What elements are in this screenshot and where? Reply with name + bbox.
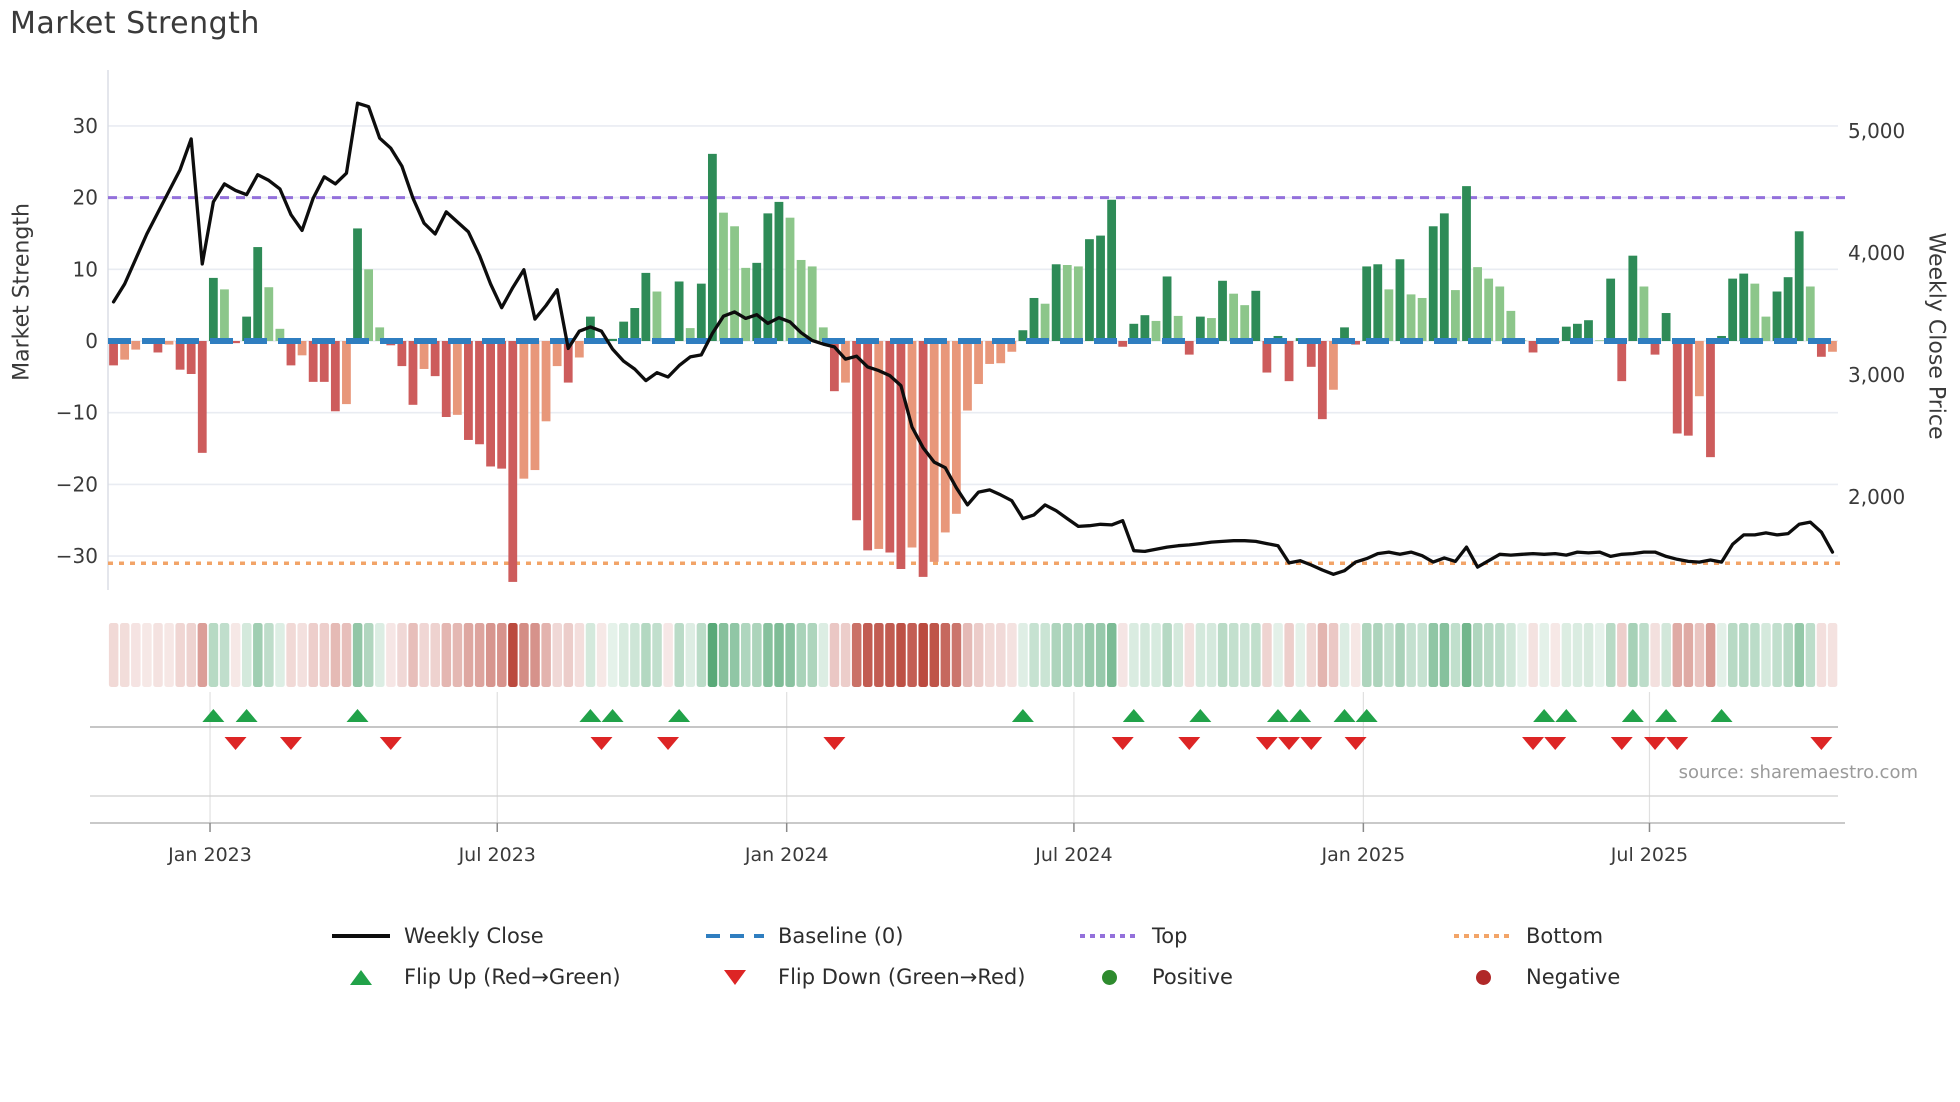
- flip-marker-panel: [90, 692, 1838, 823]
- svg-text:30: 30: [73, 114, 98, 138]
- svg-text:−30: −30: [56, 544, 98, 568]
- flip-up-triangle-icon: [330, 969, 392, 985]
- svg-text:−10: −10: [56, 401, 98, 425]
- svg-text:20: 20: [73, 186, 98, 210]
- x-axis: Jan 2023 Jul 2023 Jan 2024 Jul 2024 Jan 2025…: [90, 822, 1845, 866]
- chart-legend: Weekly Close Baseline (0) Top Bottom Fli…: [330, 920, 1826, 993]
- legend-item-flip-up: Flip Up (Red→Green): [330, 961, 704, 993]
- legend-label: Top: [1152, 924, 1188, 948]
- baseline-dash-icon: [704, 934, 766, 938]
- svg-text:3,000: 3,000: [1848, 363, 1905, 387]
- left-axis-title: Market Strength: [9, 203, 35, 381]
- flip-down-triangle-icon: [704, 969, 766, 985]
- svg-text:Jan 2024: Jan 2024: [744, 844, 829, 866]
- svg-text:Jul 2023: Jul 2023: [458, 844, 536, 866]
- svg-text:Jul 2024: Jul 2024: [1034, 844, 1112, 866]
- legend-item-weekly-close: Weekly Close: [330, 920, 704, 952]
- weekly-close-line-icon: [330, 934, 392, 938]
- negative-dot-icon: [1452, 969, 1514, 985]
- legend-label: Positive: [1152, 965, 1233, 989]
- svg-text:Jul 2025: Jul 2025: [1610, 844, 1688, 866]
- bottom-dotted-icon: [1452, 934, 1514, 938]
- legend-label: Bottom: [1526, 924, 1604, 948]
- legend-item-positive: Positive: [1078, 961, 1452, 993]
- legend-label: Baseline (0): [778, 924, 904, 948]
- legend-label: Negative: [1526, 965, 1621, 989]
- legend-item-top: Top: [1078, 920, 1452, 952]
- strength-heatmap: [108, 623, 1838, 687]
- strength-bars: [109, 153, 1837, 582]
- svg-text:Jan 2025: Jan 2025: [1321, 844, 1406, 866]
- legend-item-bottom: Bottom: [1452, 920, 1826, 952]
- svg-text:4,000: 4,000: [1848, 241, 1905, 265]
- flip-up-markers: [202, 709, 1733, 722]
- legend-label: Weekly Close: [404, 924, 544, 948]
- legend-item-negative: Negative: [1452, 961, 1826, 993]
- svg-text:10: 10: [73, 257, 98, 281]
- svg-text:5,000: 5,000: [1848, 119, 1905, 143]
- legend-item-flip-down: Flip Down (Green→Red): [704, 961, 1078, 993]
- svg-text:Jan 2023: Jan 2023: [167, 844, 252, 866]
- page-title: Market Strength: [10, 6, 260, 41]
- axis-tick-labels: 30 20 10 0 −10 −20 −30 5,000 4,000 3,000 2,000: [56, 114, 1905, 568]
- legend-label: Flip Up (Red→Green): [404, 965, 621, 989]
- legend-item-baseline: Baseline (0): [704, 920, 1078, 952]
- source-credit: source: sharemaestro.com: [1678, 762, 1918, 783]
- flip-down-markers: [224, 737, 1833, 750]
- positive-dot-icon: [1078, 969, 1140, 985]
- svg-text:0: 0: [85, 329, 98, 353]
- right-axis-title: Weekly Close Price: [1923, 232, 1949, 440]
- top-dotted-icon: [1078, 934, 1140, 938]
- svg-text:2,000: 2,000: [1848, 485, 1905, 509]
- weekly-close-line: [111, 101, 1835, 576]
- legend-label: Flip Down (Green→Red): [778, 965, 1026, 989]
- svg-text:−20: −20: [56, 472, 98, 496]
